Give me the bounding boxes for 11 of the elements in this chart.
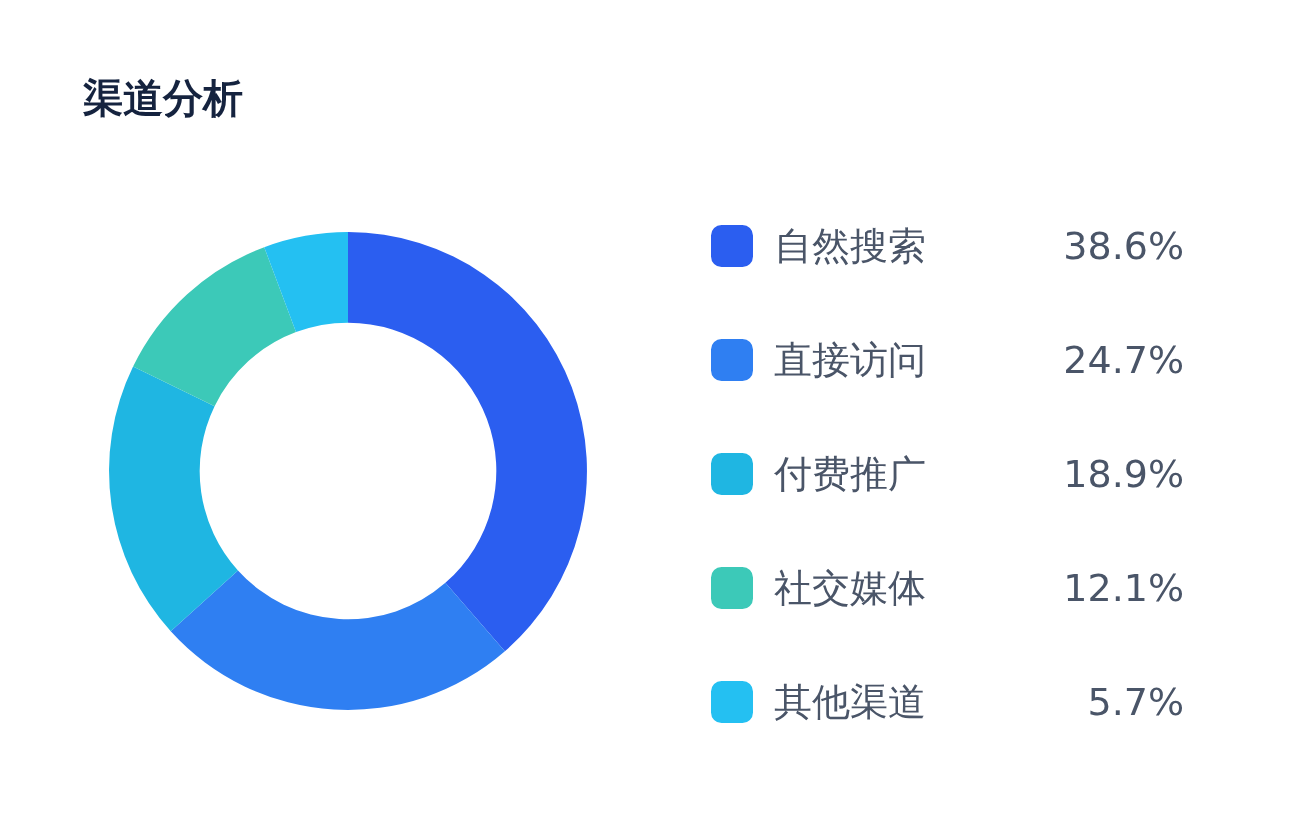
legend-label: 社交媒体	[774, 566, 926, 610]
legend-label: 付费推广	[773, 452, 926, 496]
data-label: 24.7%	[1063, 338, 1184, 382]
data-label: 38.6%	[1063, 224, 1184, 268]
data-label: 18.9%	[1063, 452, 1184, 496]
legend-label: 其他渠道	[774, 680, 926, 724]
data-label: 5.7%	[1087, 680, 1184, 724]
chart-title: 渠道分析	[82, 75, 243, 121]
legend-label: 自然搜索	[774, 224, 926, 268]
legend-label: 直接访问	[774, 338, 926, 382]
data-label: 12.1%	[1063, 566, 1184, 610]
